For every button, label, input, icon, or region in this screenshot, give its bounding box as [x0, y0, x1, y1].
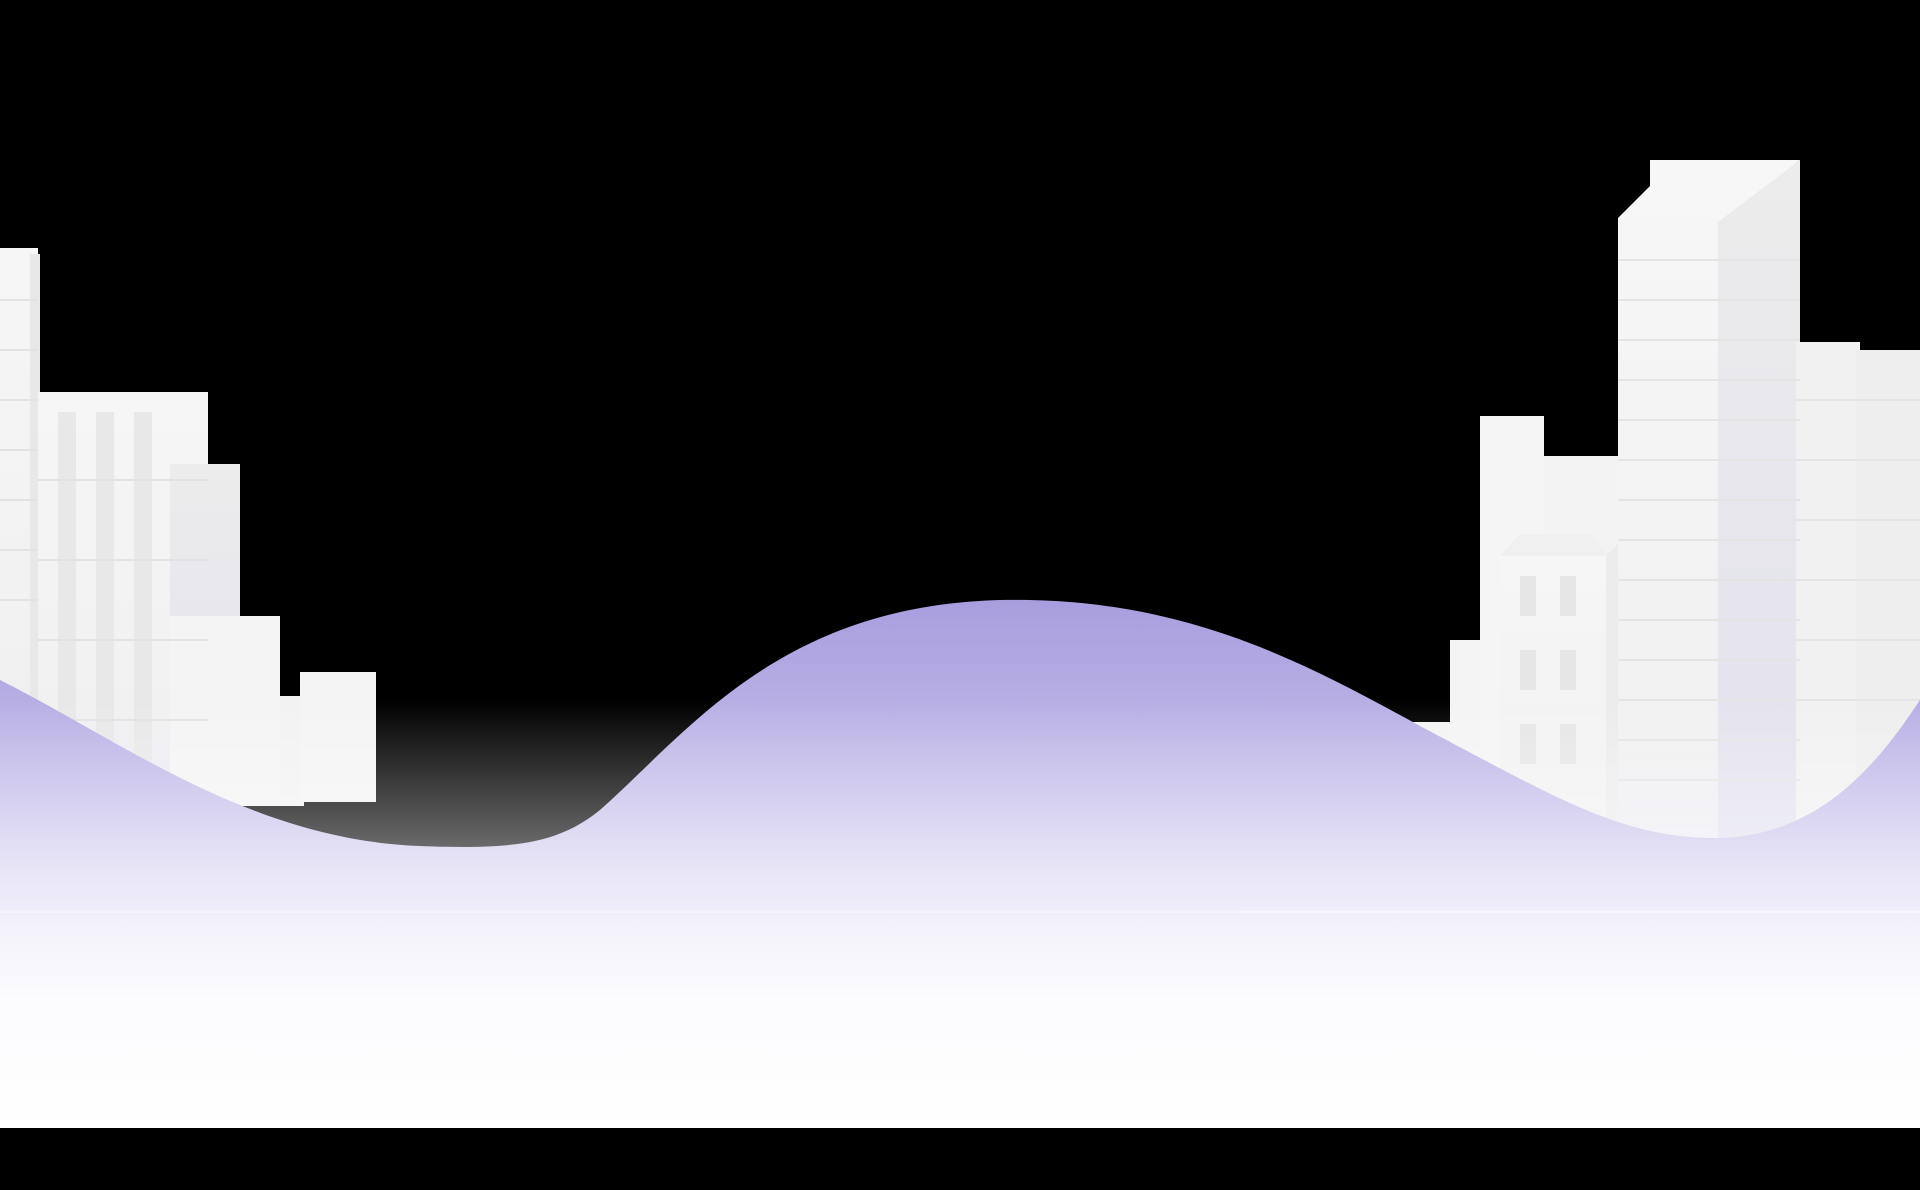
bottom-white-band — [0, 1118, 1920, 1130]
bottom-fade — [0, 700, 1920, 1130]
right-tower-roof — [1618, 160, 1800, 224]
bottom-black-strip — [0, 1128, 1920, 1190]
right-apartment-roof — [1500, 534, 1610, 556]
left-midrise-windows — [58, 412, 152, 792]
left-tower-edge — [30, 254, 40, 808]
